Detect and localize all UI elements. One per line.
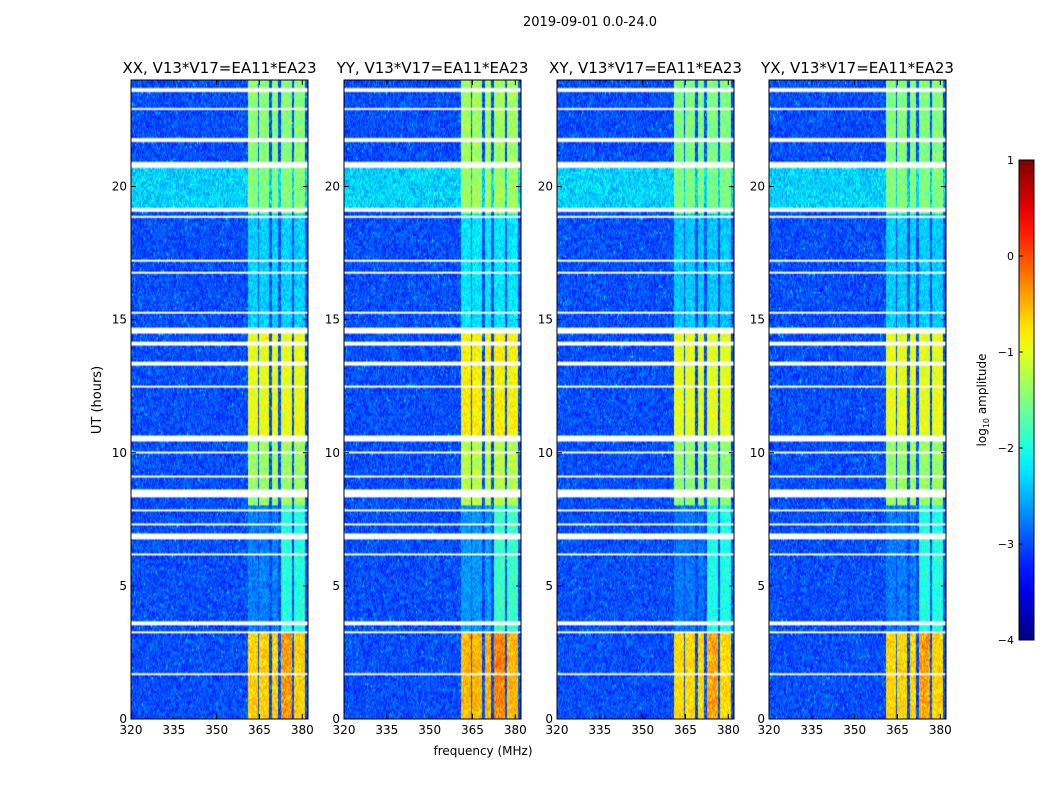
colorbar-label: log10 amplitude xyxy=(975,354,991,447)
colorbar-tick-label: −1 xyxy=(998,346,1014,359)
x-tick-label: 380 xyxy=(504,723,527,737)
y-tick-label: 10 xyxy=(750,446,765,460)
panel-title: YX, V13*V17=EA11*EA23 xyxy=(760,59,954,77)
colorbar-tick-label: −3 xyxy=(998,538,1014,551)
x-tick-label: 350 xyxy=(843,723,866,737)
panel-title: XX, V13*V17=EA11*EA23 xyxy=(122,59,316,77)
x-tick-label: 365 xyxy=(248,723,271,737)
heatmap-yx xyxy=(769,80,946,719)
colorbar-tick-label: −4 xyxy=(998,634,1014,647)
colorbar-tick-label: 0 xyxy=(1007,250,1014,263)
y-tick-label: 20 xyxy=(750,180,765,194)
x-tick-label: 380 xyxy=(717,723,740,737)
panels: XX, V13*V17=EA11*EA23 320 335 350 365 380 0 5 10… xyxy=(112,59,954,737)
y-tick-label: 0 xyxy=(332,712,340,726)
x-tick-label: 365 xyxy=(674,723,697,737)
y-tick-label: 5 xyxy=(332,579,340,593)
x-axis-label: frequency (MHz) xyxy=(433,744,532,758)
x-tick-label: 365 xyxy=(461,723,484,737)
panel-frame xyxy=(130,79,309,720)
y-tick-label: 20 xyxy=(538,180,553,194)
x-tick-label: 380 xyxy=(929,723,952,737)
panel-yy: YY, V13*V17=EA11*EA23 320 335 350 365 380 0 5 10… xyxy=(325,59,529,737)
panel-title: YY, V13*V17=EA11*EA23 xyxy=(336,59,529,77)
colorbar-tick-label: 1 xyxy=(1007,154,1014,167)
panel-xy: XY, V13*V17=EA11*EA23 320 335 350 365 380 0 5 10… xyxy=(538,59,742,737)
y-tick-label: 15 xyxy=(325,313,340,327)
y-tick-label: 10 xyxy=(325,446,340,460)
y-tick-label: 15 xyxy=(538,313,553,327)
x-tick-label: 335 xyxy=(588,723,611,737)
colorbar: 1 0 −1 −2 −3 −4 xyxy=(998,154,1035,647)
y-tick-label: 5 xyxy=(757,579,765,593)
y-tick-label: 0 xyxy=(119,712,127,726)
x-tick-label: 350 xyxy=(205,723,228,737)
figure-suptitle: 2019-09-01 0.0-24.0 xyxy=(523,15,657,30)
x-tick-label: 320 xyxy=(120,723,143,737)
x-tick-label: 350 xyxy=(418,723,441,737)
x-tick-label: 335 xyxy=(800,723,823,737)
panel-frame xyxy=(556,79,735,720)
panel-yx: YX, V13*V17=EA11*EA23 320 335 350 365 380 0 5 10… xyxy=(750,59,954,737)
y-tick-label: 20 xyxy=(325,180,340,194)
x-tick-label: 335 xyxy=(162,723,185,737)
x-tick-label: 320 xyxy=(333,723,356,737)
x-tick-label: 350 xyxy=(631,723,654,737)
y-tick-label: 0 xyxy=(757,712,765,726)
y-tick-label: 5 xyxy=(545,579,553,593)
x-tick-label: 380 xyxy=(291,723,314,737)
colorbar-tick-label: −2 xyxy=(998,442,1014,455)
colorbar-bar xyxy=(1018,159,1035,641)
y-tick-label: 15 xyxy=(750,313,765,327)
y-tick-label: 10 xyxy=(112,446,127,460)
x-tick-label: 365 xyxy=(886,723,909,737)
y-tick-label: 5 xyxy=(119,579,127,593)
y-tick-label: 10 xyxy=(538,446,553,460)
y-tick-label: 0 xyxy=(545,712,553,726)
x-tick-label: 320 xyxy=(758,723,781,737)
heatmap-xy xyxy=(557,80,734,719)
panel-xx: XX, V13*V17=EA11*EA23 320 335 350 365 380 0 5 10… xyxy=(112,59,317,737)
x-tick-label: 320 xyxy=(546,723,569,737)
heatmap-yy xyxy=(344,80,521,719)
heatmap-xx xyxy=(131,80,308,719)
panel-frame xyxy=(343,79,522,720)
y-axis-label: UT (hours) xyxy=(90,366,105,434)
y-tick-label: 20 xyxy=(112,180,127,194)
y-tick-label: 15 xyxy=(112,313,127,327)
x-tick-label: 335 xyxy=(375,723,398,737)
panel-frame xyxy=(768,79,947,720)
panel-title: XY, V13*V17=EA11*EA23 xyxy=(549,59,742,77)
